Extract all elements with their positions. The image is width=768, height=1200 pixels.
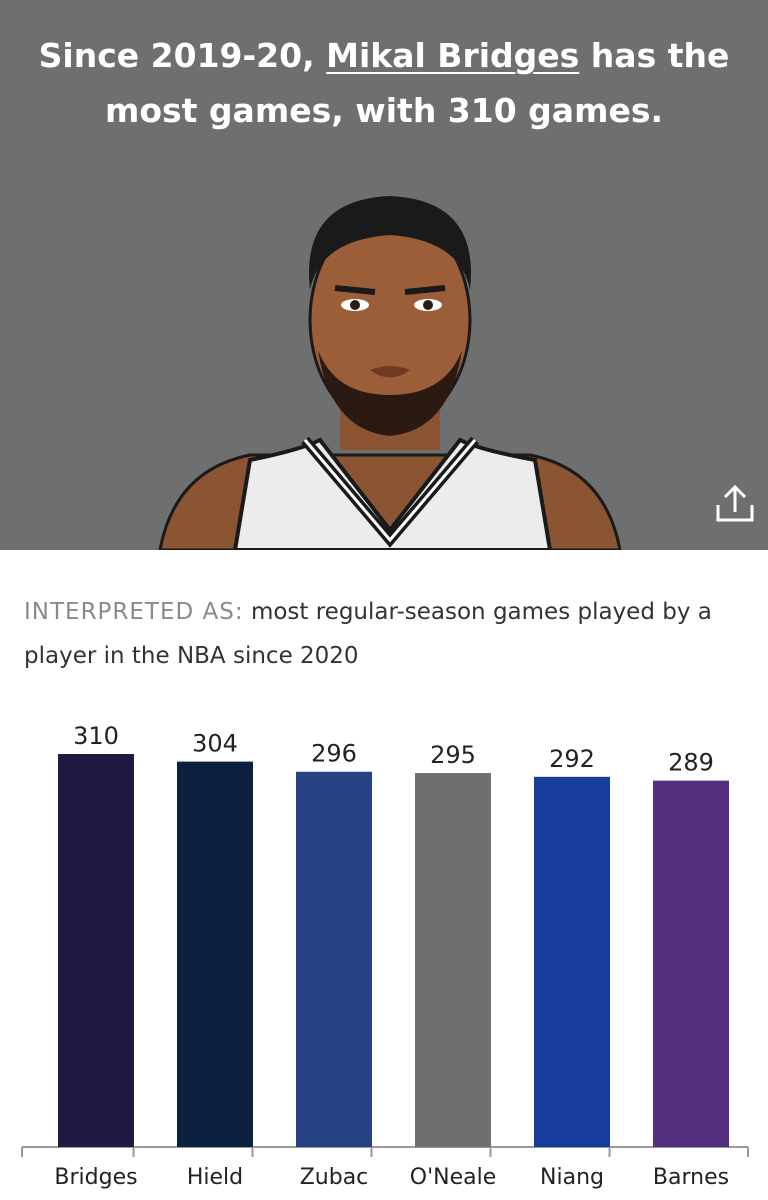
player-illustration <box>158 196 754 550</box>
bar <box>177 761 253 1147</box>
value-label: 292 <box>549 745 595 773</box>
x-tick-label: Niang <box>540 1165 604 1190</box>
hero: Since 2019-20, Mikal Bridges has the mos… <box>0 0 768 550</box>
value-label: 304 <box>192 730 238 758</box>
chart: 310 Bridges 304 Hield 296 Zubac 295 O'Neale 292 N… <box>21 722 749 1190</box>
player-link[interactable]: Mikal Bridges <box>326 36 580 75</box>
bar <box>58 754 134 1147</box>
bar <box>534 776 610 1147</box>
bar <box>296 771 372 1147</box>
x-tick-label: Barnes <box>653 1165 729 1190</box>
x-tick-label: O'Neale <box>410 1165 497 1190</box>
interpretation-text: most regular-season games played by a pl… <box>24 599 712 669</box>
value-label: 289 <box>668 749 714 777</box>
value-label: 295 <box>430 741 476 769</box>
interpretation-label: INTERPRETED AS: <box>24 599 244 625</box>
headline: Since 2019-20, Mikal Bridges has the mos… <box>30 28 738 138</box>
x-tick-label: Zubac <box>300 1165 369 1190</box>
bar <box>653 780 729 1147</box>
headline-text: Since 2019-20, <box>38 36 327 75</box>
bar <box>415 773 491 1147</box>
headline-text: has the most games, with 310 games. <box>104 36 730 130</box>
x-tick-label: Hield <box>187 1165 243 1190</box>
share-icon[interactable] <box>716 484 754 522</box>
value-label: 310 <box>73 722 119 750</box>
interpretation: INTERPRETED AS: most regular-season game… <box>24 590 744 678</box>
value-label: 296 <box>311 740 357 768</box>
x-tick-label: Bridges <box>54 1165 137 1190</box>
